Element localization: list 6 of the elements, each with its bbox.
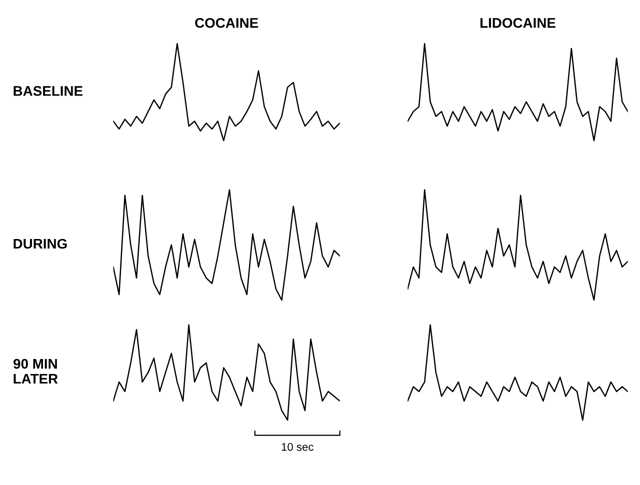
y-axis-title: DURING	[14, 238, 67, 249]
y-axis-title: 90 MIN LATER	[14, 358, 58, 384]
chart-title: COCAINE	[195, 18, 258, 28]
y-axis-title: BASELINE	[14, 86, 82, 96]
chart-title: LIDOCAINE	[480, 18, 556, 28]
text: 10 sec	[282, 442, 314, 451]
